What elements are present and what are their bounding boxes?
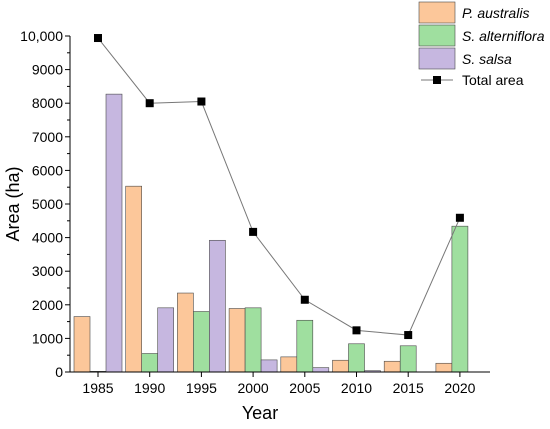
- bar-p-australis-2015: [383, 360, 401, 373]
- bar-s-alterniflora-2005: [296, 319, 314, 373]
- bar-p-australis-1995: [177, 292, 194, 373]
- legend-label-2: S. salsa: [462, 51, 512, 67]
- total-area-marker-1990: [145, 99, 154, 108]
- total-area-marker-2010: [352, 326, 361, 335]
- y-tick-label-8000: 8000: [32, 95, 63, 111]
- x-axis-title: Year: [242, 403, 278, 423]
- legend-swatch-2: [418, 47, 456, 70]
- bar-s-alterniflora-2020: [451, 225, 469, 373]
- y-tick-label-4000: 4000: [32, 230, 63, 246]
- total-area-marker-2015: [404, 331, 413, 340]
- legend-swatch-0: [418, 1, 456, 24]
- y-axis-title: Area (ha): [3, 166, 23, 241]
- y-tick-label-1000: 1000: [32, 330, 63, 346]
- x-tick-label-1985: 1985: [82, 380, 113, 396]
- bar-s-salsa-2000: [260, 359, 278, 373]
- legend-label-0: P. australis: [462, 5, 529, 21]
- total-area-marker-2005: [300, 295, 309, 304]
- total-area-marker-1995: [197, 97, 206, 106]
- y-tick-label-9000: 9000: [32, 62, 63, 78]
- y-tick-label-10000: 10,000: [20, 28, 63, 44]
- y-tick-label-6000: 6000: [32, 162, 63, 178]
- bar-s-salsa-2005: [312, 367, 330, 373]
- bar-s-alterniflora-2010: [348, 343, 365, 373]
- y-tick-label-7000: 7000: [32, 129, 63, 145]
- bar-s-alterniflora-2015: [399, 345, 417, 373]
- total-area-marker-2020: [455, 213, 464, 222]
- bars-layer: [73, 93, 469, 373]
- x-tick-label-2000: 2000: [238, 380, 269, 396]
- total-area-marker-1985: [94, 34, 102, 43]
- total-area-marker-2000: [249, 227, 258, 236]
- y-tick-label-2000: 2000: [32, 297, 63, 313]
- bar-s-salsa-1990: [157, 307, 174, 373]
- x-tick-label-2010: 2010: [341, 380, 372, 396]
- y-tick-label-0: 0: [55, 364, 63, 380]
- bar-s-alterniflora-1990: [141, 353, 158, 373]
- legend-label-1: S. alterniflora: [462, 28, 545, 44]
- legend-marker-total-area: [433, 76, 441, 84]
- bar-p-australis-1990: [125, 185, 142, 373]
- total-area-line: [97, 37, 461, 336]
- y-tick-label-5000: 5000: [32, 196, 63, 212]
- bar-s-salsa-1985: [105, 93, 123, 373]
- total-area-line-layer: [94, 34, 464, 340]
- y-tick-label-3000: 3000: [32, 263, 63, 279]
- bar-p-australis-2010: [332, 359, 349, 373]
- x-tick-label-1995: 1995: [186, 380, 217, 396]
- legend-label-total-area: Total area: [462, 72, 524, 88]
- legend-swatch-1: [418, 24, 456, 47]
- bar-p-australis-2000: [228, 308, 246, 373]
- bar-s-salsa-1995: [209, 239, 226, 373]
- x-tick-label-2020: 2020: [444, 380, 475, 396]
- bar-p-australis-2020: [435, 362, 453, 373]
- bar-p-australis-1985: [73, 316, 91, 373]
- legend: P. australis S. alterniflora S. salsa Total…: [418, 1, 545, 88]
- x-tick-label-2015: 2015: [393, 380, 424, 396]
- x-tick-label-1990: 1990: [134, 380, 165, 396]
- axes: 0 1000 2000 3000 4000 5000 6000 7000 8000 9000 10,…: [20, 28, 490, 396]
- bar-p-australis-2005: [280, 356, 298, 373]
- bar-s-alterniflora-2000: [244, 307, 262, 373]
- bar-s-alterniflora-1995: [193, 311, 210, 373]
- x-tick-label-2005: 2005: [289, 380, 320, 396]
